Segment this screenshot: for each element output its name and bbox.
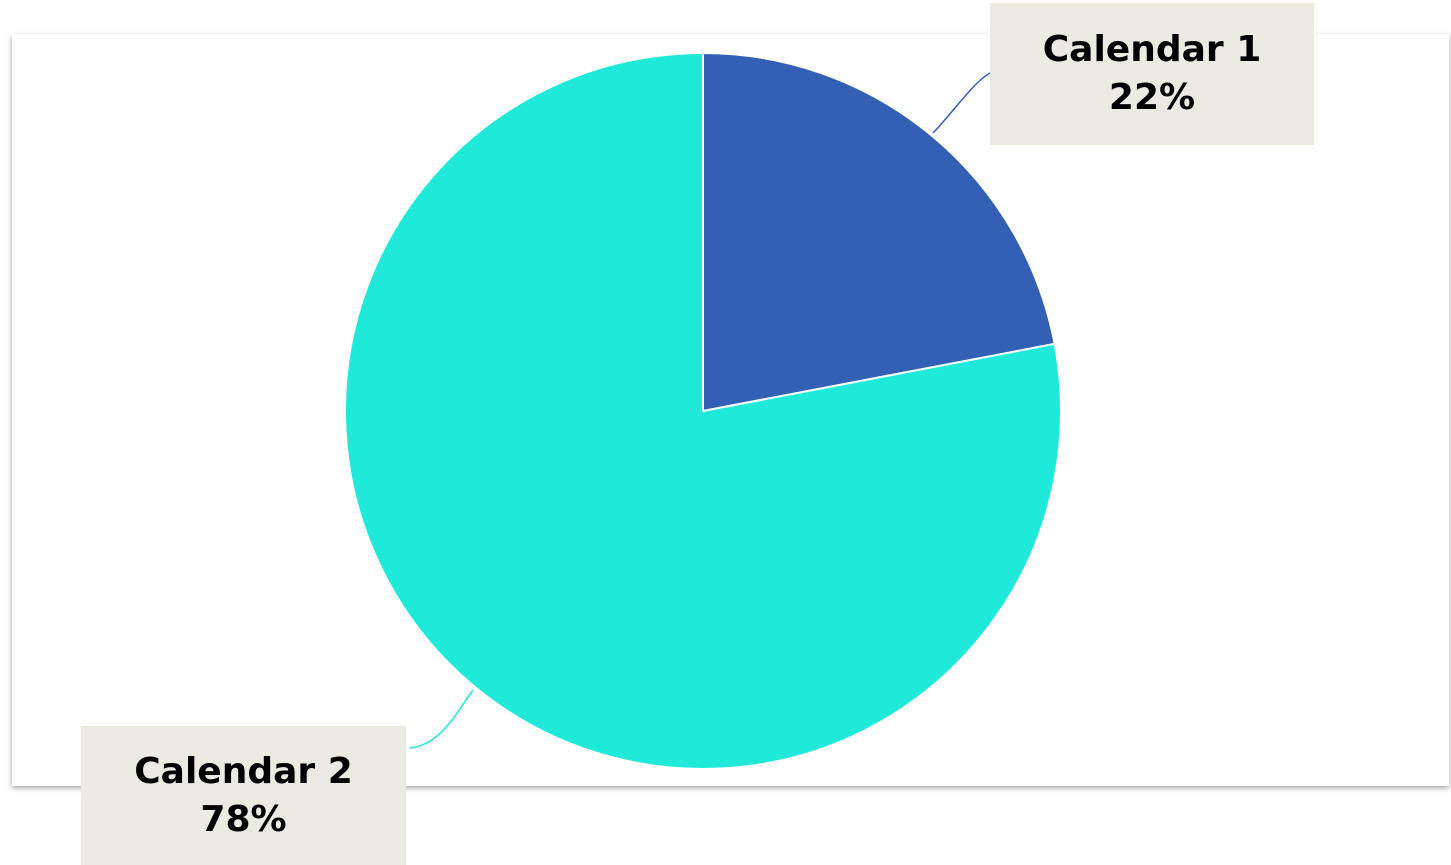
leader-line-calendar-1 — [932, 71, 993, 134]
data-label-calendar-1-name: Calendar 1 — [1042, 29, 1262, 70]
data-label-calendar-2-name: Calendar 2 — [134, 750, 353, 792]
data-label-calendar-2-value: 78% — [200, 798, 287, 840]
leader-line-calendar-2 — [409, 689, 474, 749]
data-label-calendar-1: Calendar 1 22% — [990, 3, 1314, 145]
pie-slice-calendar-2 — [344, 51, 1062, 770]
data-label-calendar-1-value: 22% — [1108, 77, 1196, 118]
data-label-calendar-2: Calendar 2 78% — [81, 726, 406, 865]
pie-slice-calendar-1 — [702, 51, 1056, 413]
pie-slices — [344, 51, 1062, 770]
